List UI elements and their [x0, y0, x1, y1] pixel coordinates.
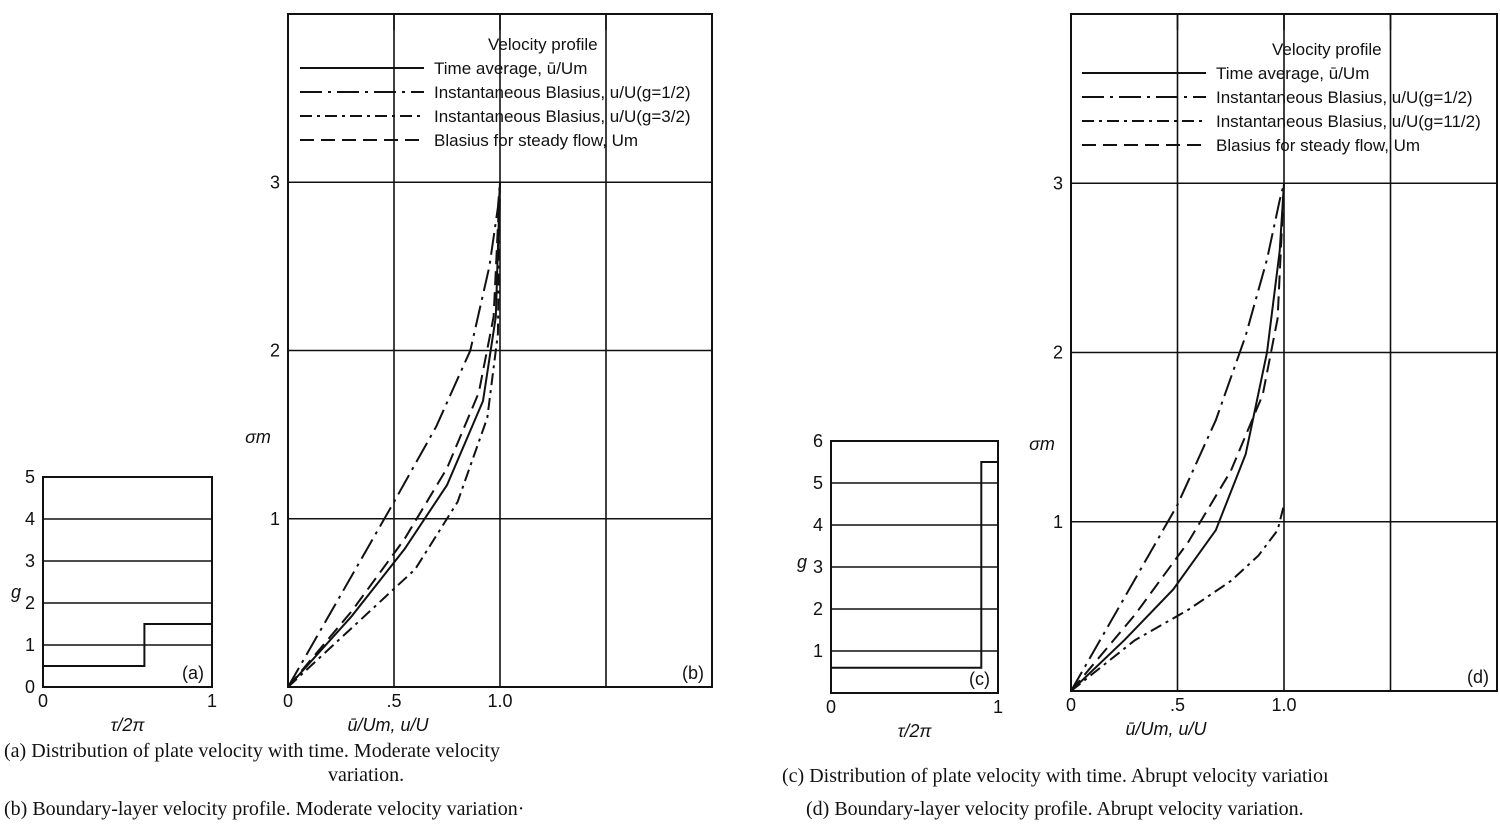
- y-axis-label-d: σm: [1029, 434, 1055, 454]
- y-tick-label-a-2: 2: [25, 593, 35, 613]
- series-line-d-solid-0: [1070, 183, 1285, 692]
- y-tick-label-b-1: 1: [270, 509, 280, 529]
- x-tick-label-d-0: 0: [1066, 695, 1076, 715]
- legend-label-d-0: Time average, ū/Um: [1216, 64, 1369, 83]
- y-tick-label-b-2: 2: [270, 341, 280, 361]
- series-line-b-longdashdot-1: [287, 182, 501, 688]
- x-tick-label-d-1: .5: [1170, 695, 1185, 715]
- panel-label-c: (c): [969, 669, 990, 689]
- x-axis-label-d: ū/Um, u/U: [1125, 719, 1207, 739]
- series-line-b-dashed-3: [287, 182, 501, 688]
- y-tick-label-d-3: 3: [1053, 173, 1063, 193]
- x-axis-label-c: τ/2π: [898, 721, 933, 741]
- panel-label-d: (d): [1467, 667, 1489, 687]
- legend-label-d-3: Blasius for steady flow, Um: [1216, 136, 1420, 155]
- legend-label-d-1: Instantaneous Blasius, u/U(g=1/2): [1216, 88, 1473, 107]
- x-tick-label-a-1: 1: [207, 691, 217, 711]
- y-tick-label-c-5: 5: [813, 473, 823, 493]
- series-line-b-dashdot-2: [287, 182, 501, 688]
- x-tick-label-d-2: 1.0: [1271, 695, 1296, 715]
- x-tick-label-c-1: 1: [993, 697, 1003, 717]
- x-tick-label-c-0: 0: [826, 697, 836, 717]
- series-line-d-dashed-3: [1070, 183, 1285, 692]
- legend-label-b-1: Instantaneous Blasius, u/U(g=1/2): [434, 83, 691, 102]
- caption-b: (b) Boundary-layer velocity profile. Mod…: [4, 798, 525, 820]
- legend-label-b-3: Blasius for steady flow, Um: [434, 131, 638, 150]
- legend-title-d: Velocity profile: [1272, 40, 1382, 59]
- y-axis-label-a: g: [11, 582, 21, 602]
- y-axis-label-b: σm: [245, 427, 271, 447]
- y-tick-label-a-3: 3: [25, 551, 35, 571]
- y-tick-label-a-4: 4: [25, 509, 35, 529]
- y-tick-label-c-1: 1: [813, 641, 823, 661]
- series-line-a-solid-0: [43, 623, 212, 667]
- y-tick-label-c-6: 6: [813, 431, 823, 451]
- series-line-c-solid-0: [831, 461, 998, 669]
- legend-label-b-0: Time average, ū/Um: [434, 59, 587, 78]
- x-axis-label-b: ū/Um, u/U: [347, 715, 429, 735]
- series-line-d-longdashdot-1: [1070, 183, 1285, 692]
- y-tick-label-b-3: 3: [270, 172, 280, 192]
- y-tick-label-c-3: 3: [813, 557, 823, 577]
- series-line-b-solid-0: [287, 182, 501, 688]
- caption-a-line1: (a) Distribution of plate velocity with …: [4, 740, 500, 762]
- x-axis-label-a: τ/2π: [111, 715, 146, 735]
- caption-d: (d) Boundary-layer velocity profile. Abr…: [806, 798, 1304, 820]
- caption-c: (c) Distribution of plate velocity with …: [782, 765, 1329, 787]
- y-tick-label-a-1: 1: [25, 635, 35, 655]
- plot-frame-a: [42, 476, 213, 688]
- y-tick-label-c-4: 4: [813, 515, 823, 535]
- legend-label-d-2: Instantaneous Blasius, u/U(g=11/2): [1216, 112, 1481, 131]
- legend-title-b: Velocity profile: [488, 35, 598, 54]
- x-tick-label-a-0: 0: [38, 691, 48, 711]
- y-tick-label-a-5: 5: [25, 467, 35, 487]
- plot-frame-c: [830, 440, 999, 694]
- y-tick-label-d-2: 2: [1053, 343, 1063, 363]
- series-line-d-dashdot-2: [1070, 504, 1285, 692]
- y-tick-label-a-0: 0: [25, 677, 35, 697]
- x-tick-label-b-0: 0: [283, 691, 293, 711]
- panel-label-a: (a): [182, 663, 204, 683]
- y-tick-label-d-1: 1: [1053, 512, 1063, 532]
- caption-a-line2: variation.: [328, 764, 405, 786]
- y-tick-label-c-2: 2: [813, 599, 823, 619]
- x-tick-label-b-1: .5: [386, 691, 401, 711]
- x-tick-label-b-2: 1.0: [487, 691, 512, 711]
- panel-label-b: (b): [682, 663, 704, 683]
- legend-label-b-2: Instantaneous Blasius, u/U(g=3/2): [434, 107, 691, 126]
- y-axis-label-c: g: [797, 552, 807, 572]
